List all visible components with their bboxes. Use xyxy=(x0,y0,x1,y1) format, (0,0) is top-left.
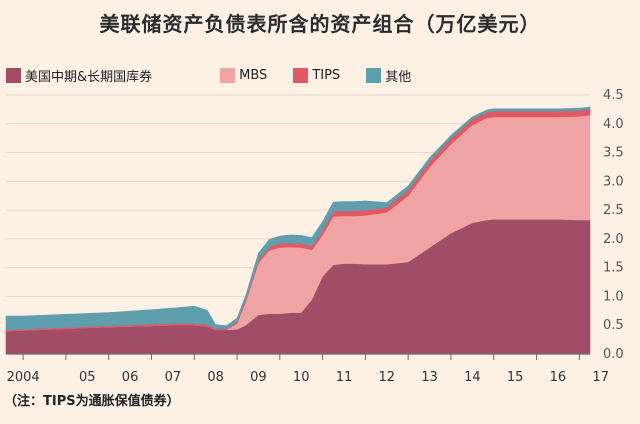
y-tick-label: 0.5 xyxy=(603,318,624,333)
x-tick-label: 05 xyxy=(79,370,96,385)
x-tick-label: 09 xyxy=(250,370,267,385)
legend-swatch-tips xyxy=(293,67,309,83)
legend-label-other: 其他 xyxy=(385,69,412,85)
legend-item-mbs: MBS xyxy=(220,67,268,83)
y-tick-label: 4.0 xyxy=(603,117,624,132)
y-tick-label: 4.5 xyxy=(603,88,624,103)
legend-label-tips: TIPS xyxy=(312,67,341,83)
y-tick-label: 1.5 xyxy=(603,261,624,276)
x-tick-label: 11 xyxy=(336,370,353,385)
area-other xyxy=(5,106,591,331)
y-tick-label: 3.5 xyxy=(603,146,624,161)
x-tick-label: 16 xyxy=(550,370,567,385)
footnote: （注：TIPS为通胀保值债券） xyxy=(4,394,180,409)
x-tick-label: 2004 xyxy=(7,370,40,385)
x-tick-label: 17 xyxy=(592,370,609,385)
y-tick-label: 2.0 xyxy=(603,232,624,247)
x-tick-label: 08 xyxy=(207,370,224,385)
legend: 美国中期&长期国库券 MBS TIPS 其他 xyxy=(6,64,437,86)
legend-item-tips: TIPS xyxy=(293,67,341,83)
legend-item-other: 其他 xyxy=(366,66,411,85)
x-tick-label: 10 xyxy=(293,370,310,385)
legend-item-treasuries: 美国中期&长期国库券 xyxy=(6,66,152,85)
y-tick-label: 0.0 xyxy=(603,347,624,362)
x-tick-label: 07 xyxy=(165,370,182,385)
legend-label-mbs: MBS xyxy=(239,67,268,83)
x-tick-label: 12 xyxy=(379,370,396,385)
legend-swatch-mbs xyxy=(220,67,236,83)
y-tick-label: 2.5 xyxy=(603,203,624,218)
chart-title: 美联储资产负债表所含的资产组合（万亿美元） xyxy=(99,12,541,36)
legend-swatch-treasuries xyxy=(6,67,21,83)
x-tick-label: 13 xyxy=(421,370,438,385)
x-tick-label: 14 xyxy=(464,370,481,385)
legend-swatch-other xyxy=(366,67,382,83)
x-tick-label: 15 xyxy=(507,370,524,385)
x-tick-label: 06 xyxy=(122,370,139,385)
y-tick-label: 1.0 xyxy=(603,289,624,304)
y-tick-label: 3.0 xyxy=(603,174,624,189)
legend-label-treasuries: 美国中期&长期国库券 xyxy=(25,69,153,85)
